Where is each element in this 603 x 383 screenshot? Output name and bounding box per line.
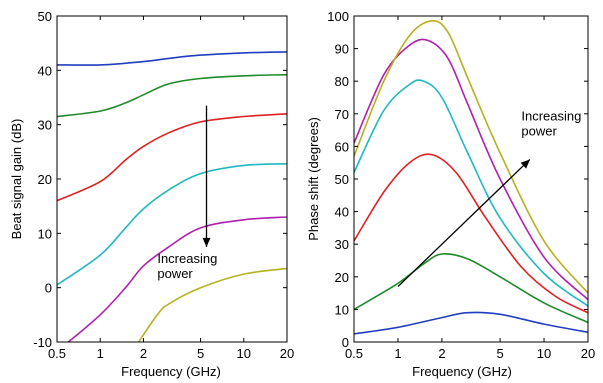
phase-plot-frame <box>353 15 589 343</box>
gain-x-tick-label: 0.5 <box>48 346 66 361</box>
phase-annotation-text-line: power <box>521 123 557 138</box>
gain-y-tick-label: 0 <box>45 281 52 296</box>
phase-series-6-line <box>354 20 588 294</box>
phase-series-1-line <box>354 311 588 335</box>
gain-annotation-arrowhead <box>202 237 211 247</box>
phase-series-3-line <box>354 153 588 314</box>
phase-y-tick-label: 10 <box>335 302 349 317</box>
gain-series-2-line <box>57 73 287 118</box>
gain-series-6-line <box>137 267 287 342</box>
phase-series-2-line <box>354 253 588 324</box>
gain-series-3-line <box>57 113 287 202</box>
phase-axis-ticks: 0.5 1 2 5 10 20 0 10 20 30 40 50 60 70 80 90 100 <box>327 9 595 361</box>
phase-x-tick-label: 1 <box>394 346 401 361</box>
gain-y-tick-label: 50 <box>38 9 52 24</box>
gain-y-tick-label: 30 <box>38 118 52 133</box>
gain-y-tick-label: 10 <box>38 226 52 241</box>
gain-y-tick-label: -10 <box>33 335 52 350</box>
phase-y-tick-label: 50 <box>335 172 349 187</box>
phase-annotation-text-line: Increasing <box>521 108 581 123</box>
gain-x-tick-label: 10 <box>237 346 251 361</box>
phase-y-tick-label: 100 <box>327 9 349 24</box>
phase-x-axis-label: Frequency (GHz) <box>412 364 512 379</box>
phase-series-4-line <box>354 79 588 307</box>
phase-x-tick-label: 20 <box>581 346 595 361</box>
phase-annotation-arrowhead <box>520 159 530 169</box>
phase-series-group <box>354 20 588 335</box>
gain-series-group <box>57 51 287 342</box>
gain-y-tick-label: 20 <box>38 172 52 187</box>
phase-series-5-line <box>354 38 588 301</box>
gain-x-tick-label: 1 <box>97 346 104 361</box>
gain-series-4-line <box>57 163 287 286</box>
gain-x-tick-label: 20 <box>280 346 294 361</box>
gain-x-tick-label: 5 <box>197 346 204 361</box>
phase-y-tick-label: 0 <box>342 335 349 350</box>
phase-x-tick-label: 0.5 <box>345 346 363 361</box>
phase-y-tick-label: 70 <box>335 107 349 122</box>
phase-y-tick-label: 40 <box>335 205 349 220</box>
phase-y-tick-label: 30 <box>335 237 349 252</box>
gain-annotation-text-line: power <box>157 266 193 281</box>
phase-annotation-arrow <box>397 158 531 288</box>
gain-series-1-line <box>57 51 287 66</box>
gain-y-axis-label: Beat signal gain (dB) <box>9 119 24 240</box>
phase-y-tick-label: 60 <box>335 139 349 154</box>
gain-x-tick-label: 2 <box>140 346 147 361</box>
gain-x-axis-label: Frequency (GHz) <box>121 364 221 379</box>
phase-y-tick-label: 80 <box>335 74 349 89</box>
phase-y-axis-label: Phase shift (degrees) <box>306 117 321 241</box>
phase-x-tick-label: 5 <box>496 346 503 361</box>
gain-axis-ticks: 0.5 1 2 5 10 20 -10 0 10 20 30 40 50 <box>33 9 294 361</box>
phase-y-tick-label: 20 <box>335 270 349 285</box>
gain-annotation-text-line: Increasing <box>157 251 217 266</box>
phase-x-tick-label: 2 <box>438 346 445 361</box>
gain-y-tick-label: 40 <box>38 63 52 78</box>
phase-x-tick-label: 10 <box>537 346 551 361</box>
phase-y-tick-label: 90 <box>335 42 349 57</box>
gain-series-5-line <box>67 216 287 342</box>
